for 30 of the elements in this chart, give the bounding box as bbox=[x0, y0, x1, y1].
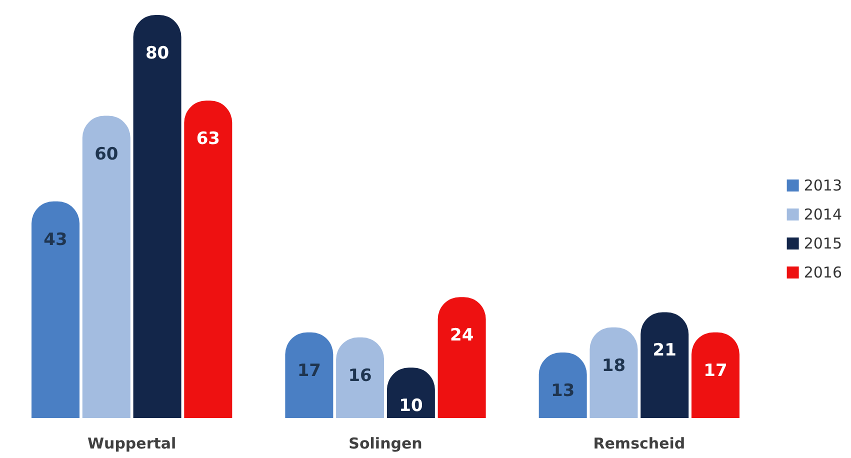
data-label: 17 bbox=[704, 360, 728, 381]
data-label: 18 bbox=[602, 356, 626, 376]
data-label: 24 bbox=[450, 326, 474, 346]
legend-label: 2015 bbox=[804, 234, 842, 252]
data-label: 63 bbox=[196, 129, 220, 150]
legend-label: 2016 bbox=[804, 264, 842, 282]
x-tick-label: Remscheid bbox=[593, 434, 686, 452]
data-label: 13 bbox=[551, 381, 575, 402]
data-label: 17 bbox=[297, 360, 322, 381]
bar bbox=[590, 327, 638, 418]
bar bbox=[691, 332, 740, 418]
bar bbox=[438, 297, 486, 418]
x-tick-label: Wuppertal bbox=[87, 434, 176, 452]
bar bbox=[32, 201, 80, 418]
data-label: 16 bbox=[348, 366, 372, 386]
bar bbox=[82, 116, 130, 418]
bar bbox=[184, 100, 232, 418]
bar bbox=[538, 352, 587, 418]
legend-label: 2014 bbox=[804, 206, 842, 224]
bar bbox=[640, 312, 689, 418]
data-label: 80 bbox=[145, 44, 170, 64]
data-label: 60 bbox=[94, 144, 118, 164]
bar bbox=[133, 15, 182, 418]
x-tick-label: Solingen bbox=[348, 434, 422, 452]
bar bbox=[285, 332, 334, 418]
legend-label: 2013 bbox=[804, 176, 842, 194]
bar bbox=[336, 337, 384, 418]
data-label: 43 bbox=[44, 230, 68, 250]
data-label: 10 bbox=[399, 396, 423, 416]
data-label: 21 bbox=[652, 340, 676, 361]
